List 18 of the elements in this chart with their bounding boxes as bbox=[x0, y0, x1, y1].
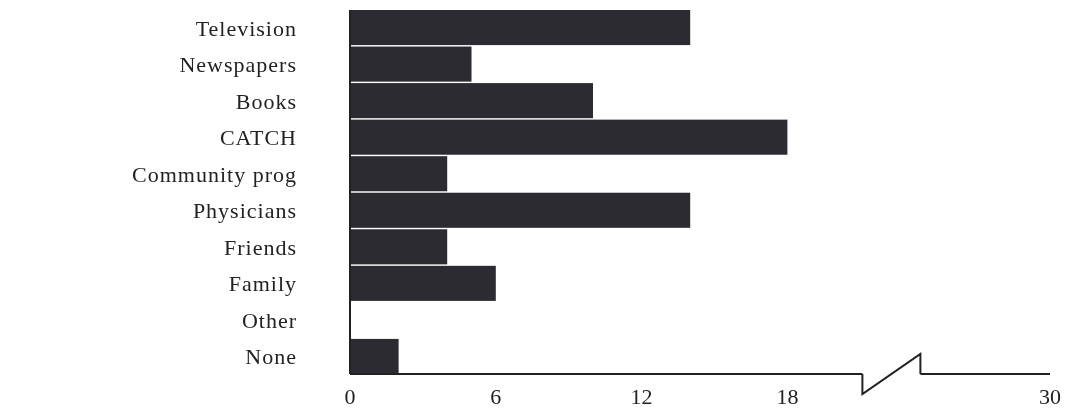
x-tick-label: 18 bbox=[776, 384, 799, 409]
x-tick-label: 30 bbox=[1039, 384, 1061, 409]
y-tick-label: None bbox=[245, 344, 297, 370]
y-tick-label: Other bbox=[241, 307, 297, 333]
y-tick-label: Community prog bbox=[132, 161, 297, 187]
y-tick-label: Books bbox=[235, 88, 297, 114]
x-tick-label: 0 bbox=[344, 384, 356, 409]
x-tick-label: 6 bbox=[490, 384, 502, 409]
y-tick-label: Physicians bbox=[192, 198, 297, 224]
bar bbox=[350, 10, 691, 46]
y-tick-label: CATCH bbox=[219, 125, 297, 151]
bar bbox=[350, 338, 399, 374]
x-tick-label: 12 bbox=[630, 384, 653, 409]
y-tick-label: Television bbox=[195, 15, 297, 41]
y-tick-label: Friends bbox=[224, 234, 297, 260]
y-tick-label: Family bbox=[228, 271, 297, 297]
bar bbox=[350, 265, 496, 301]
y-tick-label: Newspapers bbox=[179, 52, 297, 78]
